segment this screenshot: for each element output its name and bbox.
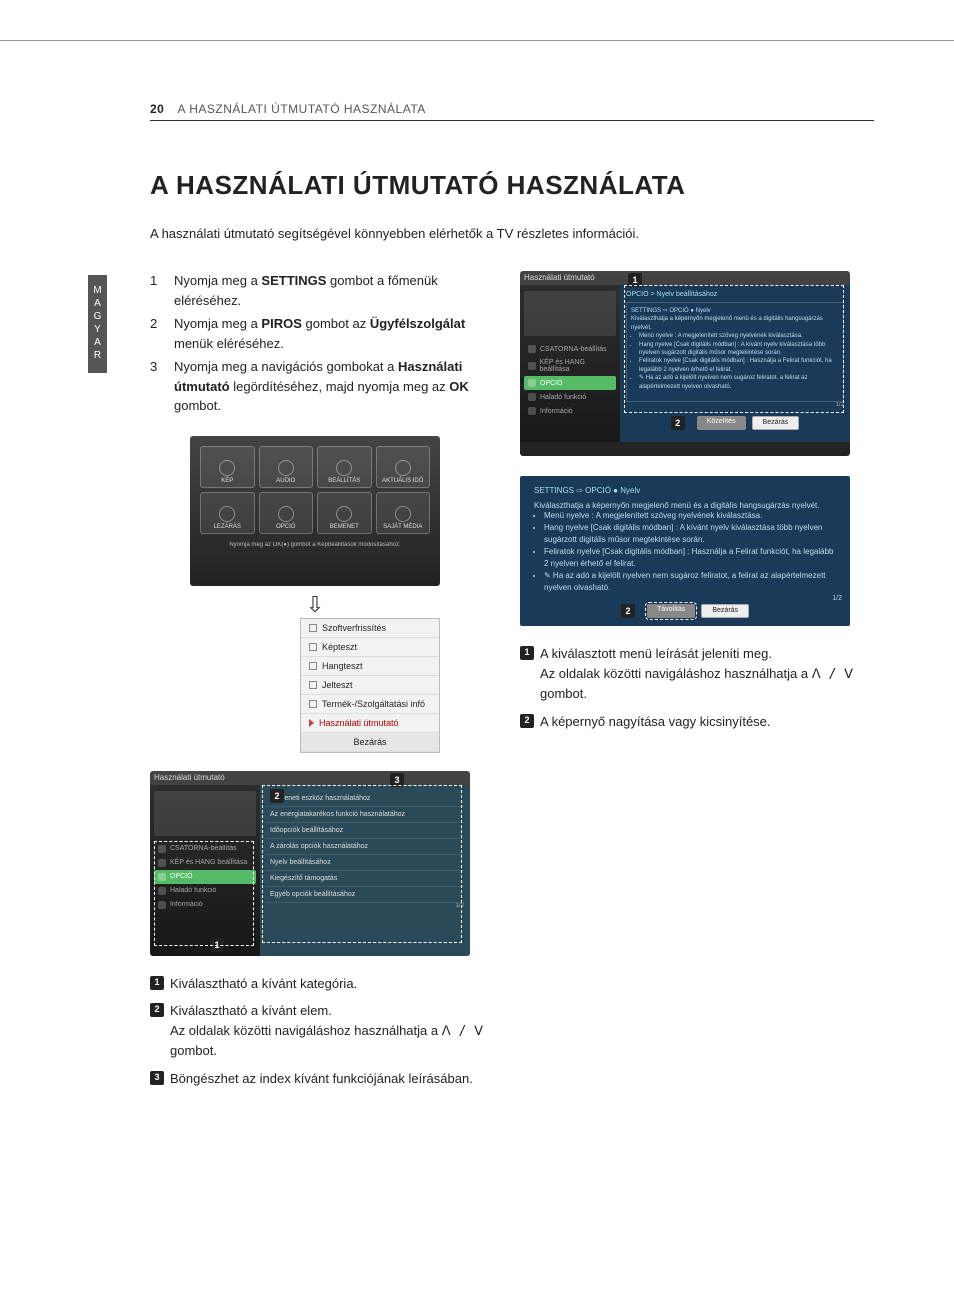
- close-button: Bezárás: [701, 604, 749, 618]
- callout-marker: 2: [150, 1003, 164, 1017]
- page-number: 20: [150, 102, 164, 116]
- popup-item: Jelteszt: [301, 676, 439, 695]
- menu-tile: BEMENET: [317, 492, 372, 534]
- menu-tile: SAJÁT MÉDIA: [376, 492, 431, 534]
- zoom-out-button: Távolítás: [647, 604, 695, 618]
- menu-tile: AKTUÁLIS IDŐ: [376, 446, 431, 488]
- sidebar-item: Információ: [524, 404, 616, 418]
- panel-bullets: Menü nyelve : A megjelenített szöveg nye…: [544, 510, 836, 594]
- note-row: 2 A képernyő nagyítása vagy kicsinyítése…: [520, 712, 874, 732]
- page-indicator: 1/2: [832, 595, 842, 602]
- menu-tile: LEZÁRÁS: [200, 492, 255, 534]
- callout-marker: 2: [520, 714, 534, 728]
- page-title: A HASZNÁLATI ÚTMUTATÓ HASZNÁLATA: [150, 170, 874, 201]
- sidebar-item: Haladó funkció: [524, 390, 616, 404]
- list-item: Feliratok nyelve [Csak digitális módban]…: [544, 546, 836, 570]
- tile-icon: [336, 506, 352, 522]
- nav-updown-icon: ꓥ / ꓦ: [812, 667, 853, 682]
- note-row: 2 Kiválasztható a kívánt elem. Az oldala…: [150, 1001, 490, 1061]
- checkbox-icon: [309, 662, 317, 670]
- popup-item: Termék-/Szolgáltatási infó: [301, 695, 439, 714]
- screen-title: Használati útmutató: [154, 773, 225, 782]
- sidebar-item: KÉP és HANG beállítása: [524, 356, 616, 376]
- tile-icon: [336, 460, 352, 476]
- dashed-highlight: [262, 785, 462, 943]
- top-rule: [0, 40, 954, 41]
- panel-lead: Kiválaszthatja a képernyőn megjelenő men…: [534, 501, 836, 510]
- breadcrumb: SETTINGS ⇨ OPCIÓ ● Nyelv: [534, 486, 836, 495]
- popup-item-highlight: Használati útmutató: [301, 714, 439, 733]
- dashed-highlight: [154, 841, 254, 946]
- note-row: 1 Kiválasztható a kívánt kategória.: [150, 974, 490, 994]
- step-num: 2: [150, 314, 174, 353]
- info-icon: [528, 407, 536, 415]
- screenshot-guide-detail: Használati útmutató CSATORNA-beállítás K…: [520, 271, 850, 456]
- tile-icon: [395, 460, 411, 476]
- tile-icon: [395, 506, 411, 522]
- step-num: 1: [150, 271, 174, 310]
- menu-tile: KÉP: [200, 446, 255, 488]
- callout-marker: 2: [671, 416, 685, 430]
- callout-marker: 1: [150, 976, 164, 990]
- screenshot-guide-list: Használati útmutató CSATORNA-beállítás K…: [150, 771, 470, 956]
- dashed-highlight: [624, 285, 844, 413]
- gear-icon: [528, 345, 536, 353]
- close-button: Bezárás: [752, 416, 800, 430]
- running-head: 20 A HASZNÁLATI ÚTMUTATÓ HASZNÁLATA: [150, 102, 426, 116]
- gear-icon: [528, 362, 536, 370]
- menu-tile: BEÁLLÍTÁS: [317, 446, 372, 488]
- screenshot-main-menu: KÉP AUDIO BEÁLLÍTÁS AKTUÁLIS IDŐ LEZÁRÁS…: [190, 436, 440, 586]
- preview-box: [154, 791, 256, 836]
- tile-icon: [219, 506, 235, 522]
- step-list: 1 Nyomja meg a SETTINGS gombot a főmenük…: [150, 271, 490, 416]
- step-num: 3: [150, 357, 174, 416]
- step-row: 2 Nyomja meg a PIROS gombot az Ügyfélszo…: [150, 314, 490, 353]
- tile-icon: [278, 460, 294, 476]
- step-row: 1 Nyomja meg a SETTINGS gombot a főmenük…: [150, 271, 490, 310]
- sidebar-item: CSATORNA-beállítás: [524, 342, 616, 356]
- nav-updown-icon: ꓥ / ꓦ: [442, 1024, 483, 1039]
- customer-support-popup: Szoftverfrissítés Képteszt Hangteszt Jel…: [300, 618, 440, 753]
- gear-icon: [528, 393, 536, 401]
- sidebar-item-active: OPCIÓ: [524, 376, 616, 390]
- screenshot-footer: Nyomja meg az OK(●) gombot a Képbeállítá…: [200, 542, 430, 548]
- list-item: Hang nyelve [Csak digitális módban] : A …: [544, 522, 836, 546]
- checkbox-icon: [309, 700, 317, 708]
- popup-item: Szoftverfrissítés: [301, 619, 439, 638]
- step-row: 3 Nyomja meg a navigációs gombokat a Has…: [150, 357, 490, 416]
- checkbox-icon: [309, 643, 317, 651]
- note-row: 1 A kiválasztott menü leírását jeleníti …: [520, 644, 874, 704]
- menu-tile: AUDIO: [259, 446, 314, 488]
- popup-close: Bezárás: [301, 733, 439, 752]
- tile-icon: [219, 460, 235, 476]
- callout-notes-right: 1 A kiválasztott menü leírását jeleníti …: [520, 644, 874, 731]
- checkbox-icon: [309, 624, 317, 632]
- guide-sidebar: CSATORNA-beállítás KÉP és HANG beállítás…: [520, 285, 620, 442]
- enlarged-detail-panel: SETTINGS ⇨ OPCIÓ ● Nyelv Kiválaszthatja …: [520, 476, 850, 626]
- callout-marker: 1: [520, 646, 534, 660]
- running-title: A HASZNÁLATI ÚTMUTATÓ HASZNÁLATA: [178, 102, 426, 116]
- zoom-button: Közelítés: [697, 416, 746, 430]
- callout-notes-left: 1 Kiválasztható a kívánt kategória. 2 Ki…: [150, 974, 490, 1089]
- arrow-down-icon: ⇩: [190, 592, 440, 618]
- popup-item: Hangteszt: [301, 657, 439, 676]
- callout-marker: 3: [150, 1071, 164, 1085]
- play-icon: [309, 719, 314, 727]
- language-tab: MAGYAR: [88, 275, 107, 373]
- callout-marker: 2: [621, 604, 635, 618]
- list-item: Menü nyelve : A megjelenített szöveg nye…: [544, 510, 836, 522]
- menu-tile: OPCIÓ: [259, 492, 314, 534]
- screen-title: Használati útmutató: [524, 273, 595, 282]
- list-item: ✎ Ha az adó a kijelölt nyelven nem sugár…: [544, 570, 836, 594]
- preview-box: [524, 291, 616, 336]
- running-rule: [150, 120, 874, 121]
- popup-item: Képteszt: [301, 638, 439, 657]
- intro-text: A használati útmutató segítségével könny…: [150, 226, 874, 241]
- tile-icon: [278, 506, 294, 522]
- note-row: 3 Böngészhet az index kívánt funkciójána…: [150, 1069, 490, 1089]
- checkbox-icon: [309, 681, 317, 689]
- gear-icon: [528, 379, 536, 387]
